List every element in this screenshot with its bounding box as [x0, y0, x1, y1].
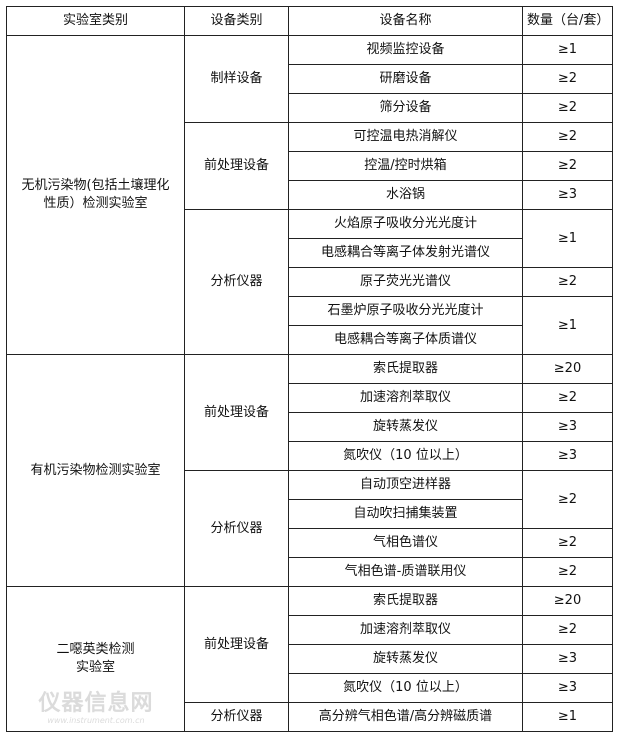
table-row: 电感耦合等离子体发射光谱仪 — [7, 238, 613, 268]
quantity-cell: ≥2 — [522, 122, 613, 152]
table-row: 旋转蒸发仪 ≥3 — [7, 412, 613, 442]
quantity-cell: ≥3 — [522, 673, 613, 703]
header-row: 实验室类别 设备类别 设备名称 数量（台/套） — [6, 6, 613, 36]
equipment-name-cell: 索氏提取器 — [288, 586, 523, 616]
equipment-name-cell: 自动吹扫捕集装置 — [288, 499, 523, 529]
equipment-name-cell: 电感耦合等离子体发射光谱仪 — [288, 238, 523, 268]
quantity-cell: ≥1 — [522, 209, 613, 268]
table-row: 氮吹仪（10 位以上） ≥3 — [7, 673, 613, 703]
equipment-name-cell: 气相色谱仪 — [288, 528, 523, 558]
table-row: 气相色谱仪 ≥2 — [7, 528, 613, 558]
quantity-cell: ≥2 — [522, 383, 613, 413]
table-row: 分析仪器 火焰原子吸收分光光度计 ≥1 — [7, 209, 613, 355]
equipment-name-cell: 氮吹仪（10 位以上） — [288, 441, 523, 471]
equipment-category-cell: 分析仪器 — [184, 209, 289, 355]
lab-type-cell: 有机污染物检测实验室 — [6, 354, 185, 587]
equipment-name-cell: 自动顶空进样器 — [288, 470, 523, 500]
equipment-name-cell: 索氏提取器 — [288, 354, 523, 384]
quantity-cell: ≥20 — [522, 586, 613, 616]
equipment-name-cell: 加速溶剂萃取仪 — [288, 615, 523, 645]
quantity-cell: ≥1 — [522, 296, 613, 355]
equipment-name-cell: 筛分设备 — [288, 93, 523, 123]
equipment-name-cell: 旋转蒸发仪 — [288, 644, 523, 674]
equipment-name-cell: 电感耦合等离子体质谱仪 — [288, 325, 523, 355]
header-equipment-category: 设备类别 — [184, 6, 289, 36]
table-row: 研磨设备 ≥2 — [7, 64, 613, 94]
quantity-cell: ≥2 — [522, 615, 613, 645]
equipment-name-cell: 水浴锅 — [288, 180, 523, 210]
equipment-name-cell: 视频监控设备 — [288, 35, 523, 65]
table-row: 加速溶剂萃取仪 ≥2 — [7, 383, 613, 413]
table-row: 原子荧光光谱仪 ≥2 — [7, 267, 613, 297]
quantity-cell: ≥3 — [522, 644, 613, 674]
table-body: 无机污染物(包括土壤理化性质）检测实验室 制样设备 视频监控设备 ≥1 研磨设备 ≥2 筛分… — [6, 35, 613, 732]
header-quantity: 数量（台/套） — [522, 6, 613, 36]
quantity-cell: ≥2 — [522, 528, 613, 558]
quantity-cell: ≥3 — [522, 412, 613, 442]
quantity-cell: ≥2 — [522, 93, 613, 123]
header-equipment-name: 设备名称 — [288, 6, 523, 36]
equipment-category-cell: 前处理设备 — [184, 586, 289, 703]
header-lab-type: 实验室类别 — [6, 6, 185, 36]
table-row: 自动吹扫捕集装置 — [7, 499, 613, 529]
quantity-cell: ≥20 — [522, 354, 613, 384]
equipment-name-cell: 控温/控时烘箱 — [288, 151, 523, 181]
equipment-category-cell: 制样设备 — [184, 35, 289, 123]
lab-type-cell: 二噁英类检测 实验室 — [6, 586, 185, 732]
table-row: 有机污染物检测实验室 前处理设备 索氏提取器 ≥20 — [6, 354, 613, 587]
quantity-cell: ≥2 — [522, 557, 613, 587]
table-row: 电感耦合等离子体质谱仪 — [7, 325, 613, 355]
equipment-name-cell: 原子荧光光谱仪 — [288, 267, 523, 297]
equipment-name-cell: 氮吹仪（10 位以上） — [288, 673, 523, 703]
equipment-name-cell: 加速溶剂萃取仪 — [288, 383, 523, 413]
equipment-category-cell: 前处理设备 — [184, 122, 289, 210]
quantity-cell: ≥3 — [522, 441, 613, 471]
quantity-cell: ≥2 — [522, 470, 613, 529]
equipment-name-cell: 气相色谱-质谱联用仪 — [288, 557, 523, 587]
table-row: 分析仪器 自动顶空进样器 ≥2 — [7, 470, 613, 587]
equipment-category-cell: 前处理设备 — [184, 354, 289, 471]
quantity-cell: ≥2 — [522, 64, 613, 94]
equipment-name-cell: 旋转蒸发仪 — [288, 412, 523, 442]
equipment-table: 实验室类别 设备类别 设备名称 数量（台/套） 无机污染物(包括土壤理化性质）检… — [6, 6, 613, 732]
equipment-category-cell: 分析仪器 — [184, 470, 289, 587]
table-row: 气相色谱-质谱联用仪 ≥2 — [7, 557, 613, 587]
equipment-name-cell: 可控温电热消解仪 — [288, 122, 523, 152]
quantity-cell: ≥3 — [522, 180, 613, 210]
table-row: 氮吹仪（10 位以上） ≥3 — [7, 441, 613, 471]
equipment-name-cell: 研磨设备 — [288, 64, 523, 94]
table-row: 分析仪器 高分辨气相色谱/高分辨磁质谱 ≥1 — [7, 702, 613, 732]
quantity-cell: ≥2 — [522, 267, 613, 297]
table-row: 无机污染物(包括土壤理化性质）检测实验室 制样设备 视频监控设备 ≥1 — [6, 35, 613, 355]
table-row: 二噁英类检测 实验室 前处理设备 索氏提取器 ≥20 — [6, 586, 613, 732]
quantity-cell: ≥1 — [522, 702, 613, 732]
quantity-cell: ≥1 — [522, 35, 613, 65]
table-row: 水浴锅 ≥3 — [7, 180, 613, 210]
lab-type-cell: 无机污染物(包括土壤理化性质）检测实验室 — [6, 35, 185, 355]
table-row: 控温/控时烘箱 ≥2 — [7, 151, 613, 181]
equipment-category-cell: 分析仪器 — [184, 702, 289, 732]
equipment-name-cell: 高分辨气相色谱/高分辨磁质谱 — [288, 702, 523, 732]
quantity-cell: ≥2 — [522, 151, 613, 181]
equipment-name-cell: 火焰原子吸收分光光度计 — [288, 209, 523, 239]
equipment-name-cell: 石墨炉原子吸收分光光度计 — [288, 296, 523, 326]
